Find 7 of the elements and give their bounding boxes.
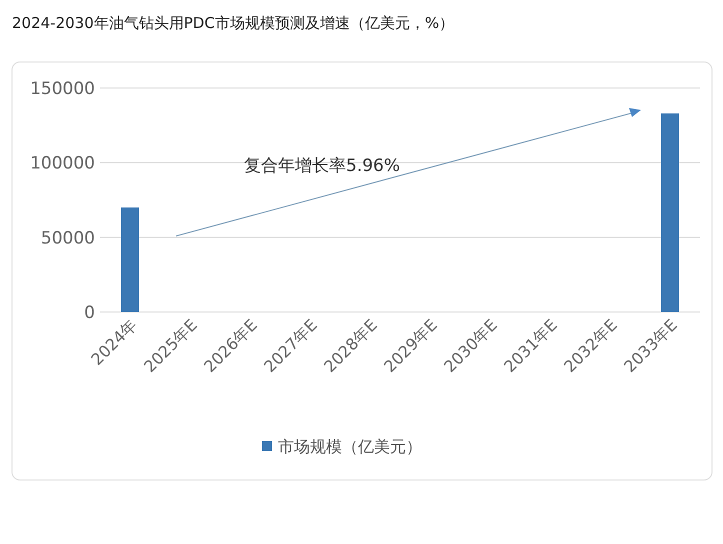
y-tick-label: 100000 bbox=[30, 154, 95, 174]
legend-label: 市场规模（亿美元） bbox=[278, 437, 422, 456]
y-tick-label: 0 bbox=[84, 303, 95, 323]
annotation: 复合年增长率5.96% bbox=[244, 156, 400, 176]
chart-title: 2024-2030年油气钻头用PDC市场规模预测及增速（亿美元，%） bbox=[12, 14, 454, 32]
y-tick-label: 50000 bbox=[40, 228, 95, 248]
y-tick-label: 150000 bbox=[30, 79, 95, 99]
